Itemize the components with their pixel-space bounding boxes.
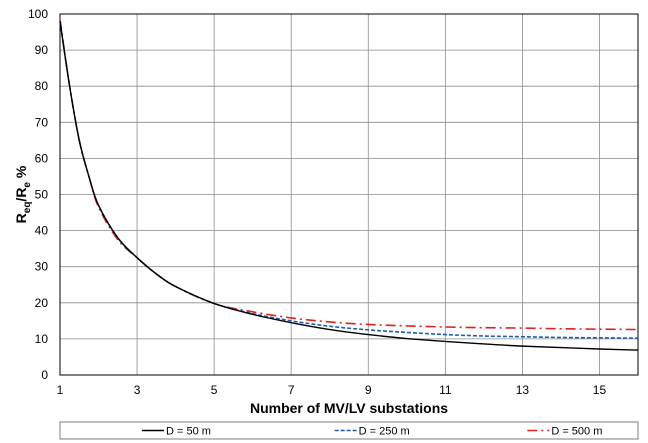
x-tick-label: 3 <box>134 383 141 397</box>
y-tick-label: 20 <box>35 296 49 310</box>
y-tick-label: 0 <box>41 368 48 382</box>
x-tick-label: 11 <box>439 383 452 397</box>
y-tick-label: 60 <box>35 151 49 165</box>
x-tick-label: 5 <box>211 383 218 397</box>
y-axis-title: Req/Re % <box>13 165 33 223</box>
x-tick-label: 7 <box>288 383 295 397</box>
legend-label-1: D = 50 m <box>166 426 211 438</box>
series-lines <box>59 19 639 351</box>
y-axis-title-sub2: e <box>22 182 33 188</box>
legend-entries: D = 50 m D = 250 m D = 500 m <box>142 426 602 438</box>
y-axis-title-mid: /R <box>13 188 29 202</box>
x-axis-title: Number of MV/LV substations <box>250 400 448 416</box>
x-tick-label: 13 <box>516 383 530 397</box>
y-axis-title-sub1: eq <box>22 202 33 214</box>
y-tick-label: 80 <box>35 79 49 93</box>
y-tick-label: 10 <box>35 332 49 346</box>
y-tick-label: 90 <box>35 43 49 57</box>
y-tick-label: 70 <box>35 115 49 129</box>
x-tick-label: 1 <box>57 383 64 397</box>
plot-frame <box>59 13 639 376</box>
y-tick-label: 50 <box>35 188 49 202</box>
series-line-1 <box>59 21 639 351</box>
x-tick-label: 9 <box>365 383 372 397</box>
y-tick-label: 30 <box>35 260 49 274</box>
y-tick-label: 40 <box>35 224 49 238</box>
y-axis-title-tail: % <box>13 165 29 182</box>
y-axis-title-base: R <box>13 213 29 223</box>
legend-label-2: D = 250 m <box>359 426 410 438</box>
x-tick-label: 15 <box>593 383 607 397</box>
legend-label-3: D = 500 m <box>551 426 602 438</box>
y-tick-label: 100 <box>28 7 48 21</box>
